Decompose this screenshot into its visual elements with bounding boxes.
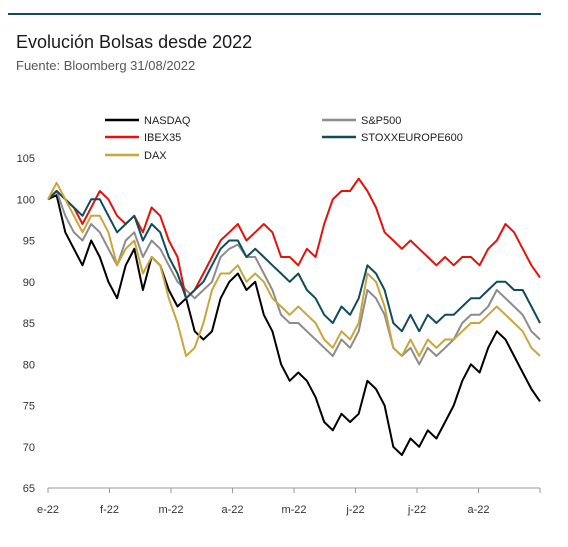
y-tick-label: 100 [17, 194, 35, 206]
x-tick-label: f-22 [100, 504, 119, 516]
x-tick-label: a-22 [467, 504, 489, 516]
chart-subtitle: Fuente: Bloomberg 31/08/2022 [16, 58, 196, 73]
x-tick-label: j-22 [407, 504, 426, 516]
y-axis: 65 70 75 80 85 90 95 100 105 [17, 153, 35, 495]
y-tick-label: 75 [23, 401, 35, 413]
x-tick-label: j-22 [345, 504, 364, 516]
x-axis: e-22 f-22 m-22 a-22 m-22 j-22 j-22 a-22 [37, 487, 541, 516]
y-tick-label: 80 [23, 359, 35, 371]
x-tick-label: m-22 [158, 504, 183, 516]
y-tick-label: 85 [23, 318, 35, 330]
legend: NASDAQ S&P500 IBEX35 STOXXEUROPE600 DAX [105, 115, 463, 162]
legend-label: IBEX35 [144, 132, 181, 144]
series-line-stoxxeurope600 [47, 190, 541, 333]
y-tick-label: 70 [23, 442, 35, 454]
series-line-s-p500 [47, 190, 541, 366]
y-tick-label: 65 [23, 483, 35, 495]
y-tick-label: 90 [23, 277, 35, 289]
chart-title: Evolución Bolsas desde 2022 [16, 32, 253, 52]
x-tick-label: m-22 [281, 504, 306, 516]
top-rule [8, 13, 541, 15]
legend-label: S&P500 [361, 115, 401, 127]
legend-label: NASDAQ [144, 115, 191, 127]
legend-label: STOXXEUROPE600 [361, 132, 463, 144]
y-tick-label: 105 [17, 153, 35, 165]
series-group [47, 177, 541, 456]
y-tick-label: 95 [23, 236, 35, 248]
x-tick-label: e-22 [37, 504, 59, 516]
series-line-nasdaq [47, 194, 541, 456]
legend-label: DAX [144, 150, 167, 162]
x-tick-label: a-22 [221, 504, 243, 516]
series-line-dax [47, 181, 541, 357]
